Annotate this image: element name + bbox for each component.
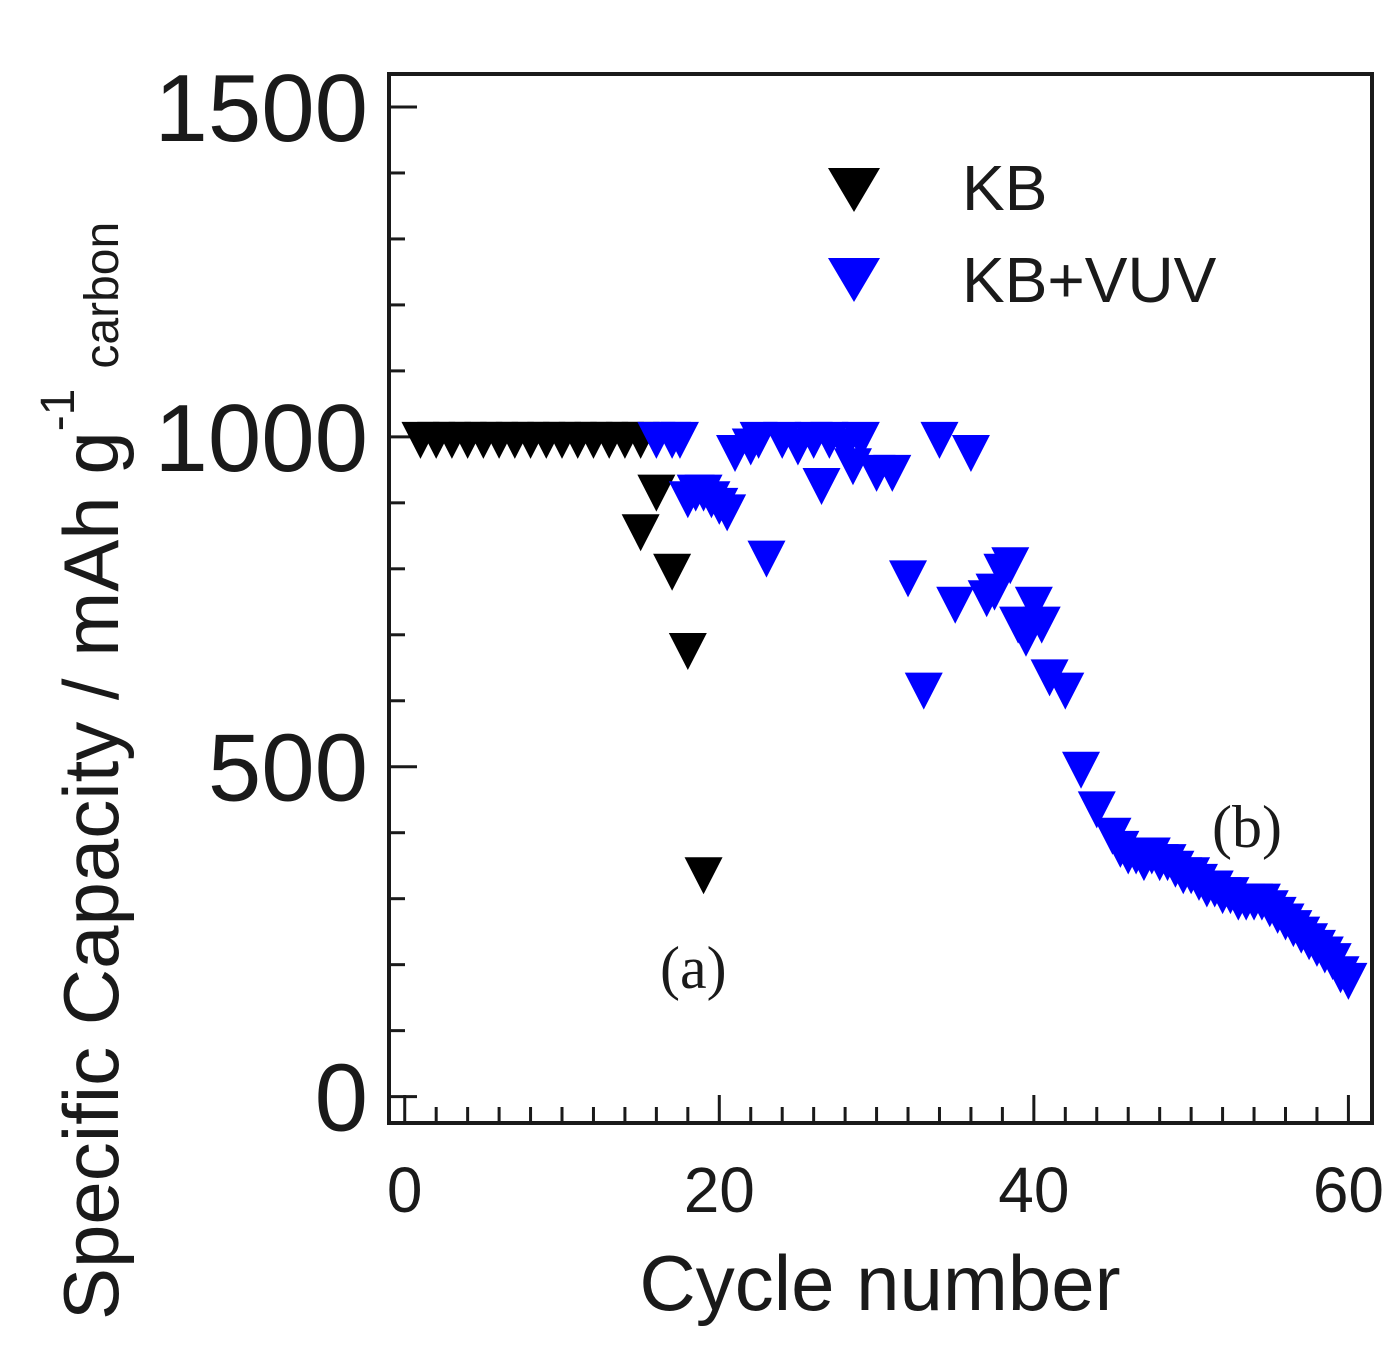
x-tick-label: 0 — [387, 1154, 423, 1226]
annotation-a: (a) — [660, 935, 727, 1001]
y-tick-label: 0 — [315, 1045, 368, 1152]
data-point-kb-vuv — [920, 421, 959, 459]
data-point-kb-vuv — [841, 421, 880, 459]
legend-label-kb-vuv: KB+VUV — [962, 244, 1217, 316]
legend: KB KB+VUV — [828, 152, 1217, 316]
series-kb — [401, 421, 723, 895]
data-point-kb — [637, 474, 676, 512]
x-axis-label: Cycle number — [639, 1239, 1120, 1327]
legend-marker-kb — [828, 168, 880, 212]
y-tick-label: 500 — [208, 715, 368, 822]
data-point-kb — [653, 553, 692, 591]
y-axis-label: Specific Capacity / mAh g-1 carbon — [32, 222, 135, 1320]
data-point-kb — [668, 632, 707, 670]
x-tick-labels: 0 20 40 60 — [387, 1154, 1384, 1226]
series-kb-vuv — [637, 421, 1368, 1000]
data-point-kb-vuv — [951, 435, 990, 473]
annotation-b: (b) — [1212, 794, 1282, 860]
x-tick-label: 20 — [684, 1154, 755, 1226]
data-point-kb-vuv — [660, 421, 699, 459]
data-point-kb-vuv — [1022, 606, 1061, 644]
plot-frame — [387, 72, 1374, 1125]
data-point-kb-vuv — [936, 586, 975, 624]
data-point-kb-vuv — [1077, 791, 1116, 829]
data-point-kb-vuv — [1062, 751, 1101, 789]
data-point-kb-vuv — [873, 454, 912, 492]
data-point-kb-vuv — [708, 494, 747, 532]
y-axis-label-subscript: carbon — [76, 222, 129, 369]
data-point-kb-vuv — [747, 540, 786, 578]
data-point-kb-vuv — [904, 672, 943, 710]
x-tick-label: 40 — [998, 1154, 1069, 1226]
minor-ticks — [389, 171, 1319, 1123]
y-axis-label-main: Specific Capacity / mAh g — [47, 431, 135, 1320]
x-tick-label: 60 — [1313, 1154, 1384, 1226]
data-point-kb-vuv — [889, 560, 928, 598]
data-point-kb-vuv — [1014, 586, 1053, 624]
data-point-kb-vuv — [1329, 962, 1368, 1000]
data-point-kb — [621, 514, 660, 552]
data-point-kb-vuv — [1046, 672, 1085, 710]
legend-label-kb: KB — [962, 152, 1047, 224]
y-tick-label: 1000 — [154, 385, 368, 492]
data-point-kb-vuv — [802, 468, 841, 506]
legend-marker-kbvuv — [828, 258, 880, 302]
y-axis-label-superscript: -1 — [32, 389, 85, 432]
y-tick-label: 1500 — [154, 55, 368, 162]
data-point-kb — [684, 857, 723, 895]
data-point-kb-vuv — [991, 547, 1030, 585]
y-tick-labels: 0 500 1000 1500 — [154, 55, 368, 1152]
